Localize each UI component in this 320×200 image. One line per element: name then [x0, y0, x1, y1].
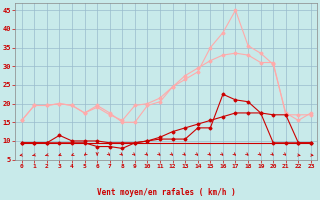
- X-axis label: Vent moyen/en rafales ( km/h ): Vent moyen/en rafales ( km/h ): [97, 188, 236, 197]
